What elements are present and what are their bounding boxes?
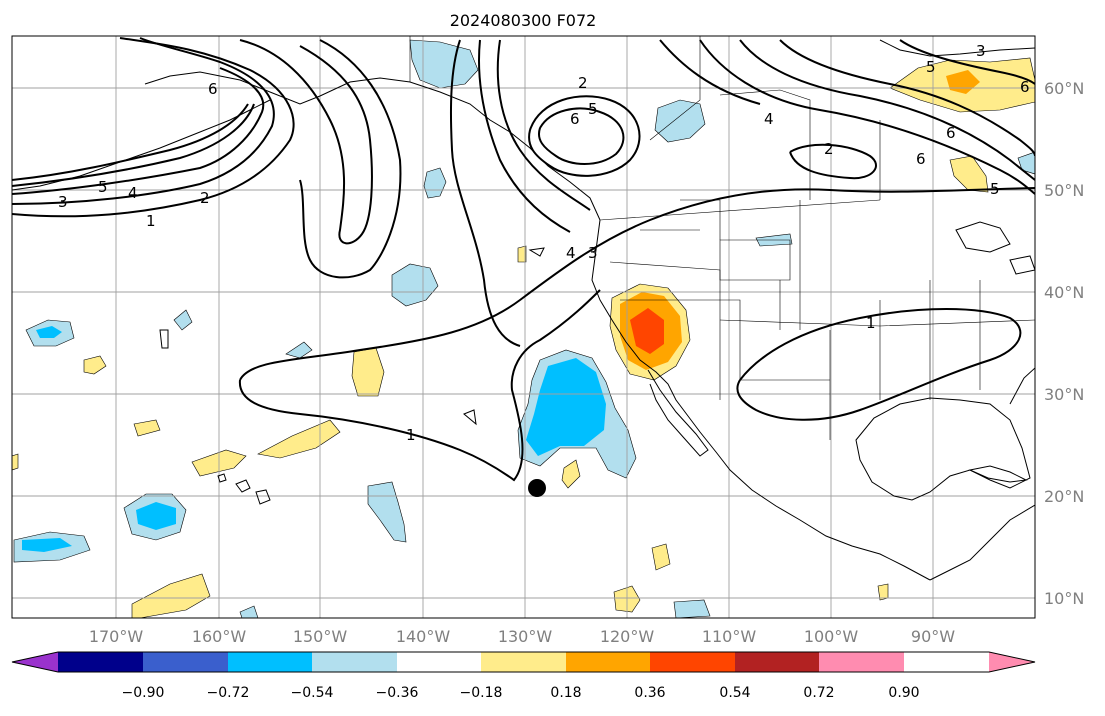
colorbar-tick-label: 0.36 [634,685,665,701]
contour-label: 3 [58,193,68,211]
latitude-label: 30°N [1044,385,1084,404]
negative-anomaly-patch [1017,151,1035,175]
colorbar-segment [397,652,481,672]
colorbar-tick-label: −0.72 [207,685,250,701]
latitude-label: 10°N [1044,589,1084,608]
colorbar-tick-label: −0.18 [460,685,503,701]
contour-label: 2 [200,189,210,207]
negative-anomaly-patch [673,599,711,618]
colorbar-segment [143,652,228,672]
contour-label: 6 [570,110,580,128]
negative-anomaly-patch [654,99,706,143]
positive-anomaly-patch [257,419,341,459]
contour-label: 3 [588,244,598,262]
contour-label: 5 [990,180,1000,198]
contour-label: 3 [976,42,986,60]
positive-anomaly-patch [12,453,19,471]
coastlines [12,39,1035,581]
longitude-label: 120°W [600,627,655,646]
contour-label: 1 [406,426,416,444]
shaded-fields [12,39,1035,618]
contour-label: 6 [1020,78,1030,96]
colorbar-segment [481,652,566,672]
contour-label: 5 [926,58,936,76]
negative-anomaly-patch [423,167,447,199]
colorbar-segment [58,652,143,672]
contour-label: 2 [824,140,834,158]
contour-label: 4 [128,184,138,202]
latitude-label: 60°N [1044,79,1084,98]
contour-label: 6 [916,150,926,168]
contour-label: 5 [98,178,108,196]
colorbar-outline [11,651,1036,673]
colorbar [11,651,1036,673]
positive-anomaly-patch [83,355,107,375]
contour-lines [12,37,1035,482]
colorbar-extend-high [989,652,1035,672]
positive-anomaly-patch [131,573,211,618]
colorbar-tick-label: 0.72 [803,685,834,701]
longitude-label: 110°W [702,627,757,646]
colorbar-segment [566,652,650,672]
longitude-label: 170°W [89,627,144,646]
colorbar-tick-label: 0.54 [719,685,750,701]
latitude-label: 50°N [1044,181,1084,200]
longitude-label: 90°W [911,627,955,646]
colorbar-segment [228,652,312,672]
colorbar-ticks: −0.90 −0.72 −0.54 −0.36 −0.18 0.18 0.36 … [122,685,920,701]
location-marker [528,479,546,497]
contour-label: 2 [578,74,588,92]
colorbar-segment [735,652,819,672]
state-borders [409,36,1035,440]
negative-anomaly-patch [391,263,439,307]
contour-label: 4 [764,110,774,128]
colorbar-tick-label: −0.90 [122,685,165,701]
negative-anomaly-patch [367,481,407,543]
positive-anomaly-patch [133,419,161,437]
colorbar-segment [819,652,904,672]
longitude-axis: 170°W 160°W 150°W 140°W 130°W 120°W 110°… [89,627,955,646]
negative-anomaly-core [136,502,176,530]
colorbar-segment [312,652,397,672]
negative-anomaly-patch [285,341,313,359]
positive-anomaly-max [630,308,664,354]
contour-label: 6 [208,80,218,98]
colorbar-extend-low [12,652,58,672]
negative-anomaly-patch [239,605,259,618]
map-title: 2024080300 F072 [450,11,597,30]
negative-anomaly-core [526,358,606,456]
colorbar-tick-label: 0.90 [888,685,919,701]
colorbar-tick-label: −0.36 [376,685,419,701]
contour-label: 5 [588,100,598,118]
negative-anomaly-core [22,538,72,552]
contour-label: 4 [566,244,576,262]
negative-anomaly-patch [409,39,479,89]
map-frame [11,35,1036,619]
positive-anomaly-patch [561,459,581,489]
longitude-label: 150°W [293,627,348,646]
colorbar-tick-label: −0.54 [291,685,334,701]
positive-anomaly-patch [651,543,671,571]
negative-anomaly-patch [173,309,193,331]
negative-anomaly-core [36,326,62,338]
contour-label-group: 1 2 3 4 5 6 1 2 5 6 4 3 4 2 6 6 5 1 3 6 … [58,42,1030,444]
longitude-label: 130°W [498,627,553,646]
graticule [12,36,1035,618]
longitude-label: 100°W [804,627,859,646]
positive-anomaly-patch [517,245,527,263]
colorbar-tick-label: 0.18 [550,685,581,701]
contour-label: 1 [866,314,876,332]
longitude-label: 140°W [396,627,451,646]
contour-label: 1 [146,212,156,230]
longitude-label: 160°W [192,627,247,646]
latitude-axis: 60°N 50°N 40°N 30°N 20°N 10°N [1044,79,1084,608]
contour-label: 6 [946,124,956,142]
latitude-label: 20°N [1044,487,1084,506]
colorbar-segment [650,652,735,672]
latitude-label: 40°N [1044,283,1084,302]
